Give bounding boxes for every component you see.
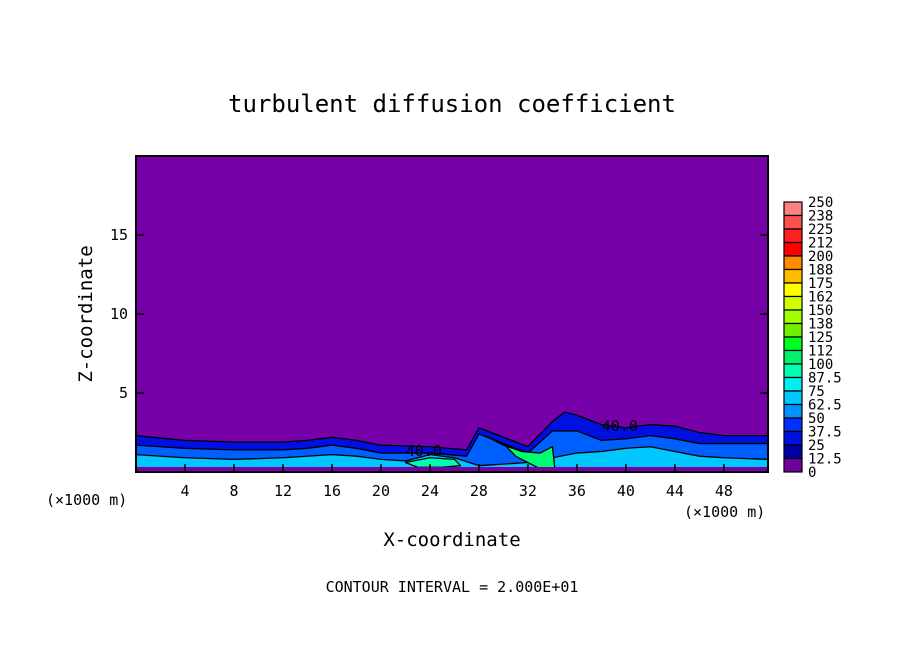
- x-tick-label: 16: [323, 482, 341, 500]
- colorbar-swatch: [783, 268, 803, 284]
- y-tick-label: 5: [119, 384, 128, 402]
- colorbar-label: 162: [808, 290, 833, 306]
- colorbar-label: 238: [808, 209, 833, 225]
- colorbar-swatch: [783, 214, 803, 230]
- x-tick-label: 4: [180, 482, 189, 500]
- colorbar-label: 175: [808, 276, 833, 292]
- x-axis: 4 8 12 16 20 24 28 32 36 40 44 48: [180, 464, 733, 500]
- x-tick-label: 40: [617, 482, 635, 500]
- colorbar-swatch: [783, 228, 803, 244]
- contour-labels: 40.0 40.0: [406, 417, 638, 460]
- colorbar-label: 150: [808, 303, 833, 319]
- colorbar-swatch: [783, 430, 803, 446]
- colorbar-swatch: [783, 282, 803, 298]
- colorbar-label: 12.5: [808, 452, 842, 468]
- colorbar-label: 188: [808, 263, 833, 279]
- colorbar-label: 212: [808, 236, 833, 252]
- x-tick-label: 24: [421, 482, 439, 500]
- x-tick-label: 32: [519, 482, 537, 500]
- colorbar-swatch: [783, 417, 803, 433]
- chart-title: turbulent diffusion coefficient: [228, 90, 676, 118]
- colorbar-label: 87.5: [808, 371, 842, 387]
- colorbar-label: 75: [808, 384, 825, 400]
- colorbar-label: 200: [808, 249, 833, 265]
- colorbar-label: 25: [808, 438, 825, 454]
- plot-area: [136, 156, 768, 472]
- colorbar-swatch: [783, 201, 803, 217]
- colorbar-label: 0: [808, 465, 816, 481]
- x-tick-label: 8: [229, 482, 238, 500]
- colorbar-label: 138: [808, 317, 833, 333]
- x-tick-label: 36: [568, 482, 586, 500]
- colorbar-swatch: [783, 349, 803, 365]
- colorbar-label: 250: [808, 195, 833, 211]
- colorbar-swatch: [783, 457, 803, 473]
- colorbar-label: 37.5: [808, 425, 842, 441]
- x-unit-label-right: (×1000 m): [684, 503, 765, 521]
- colorbar-label: 50: [808, 411, 825, 427]
- y-tick-label: 15: [110, 226, 128, 244]
- x-tick-label: 44: [666, 482, 684, 500]
- colorbar-swatch: [783, 255, 803, 271]
- colorbar-swatch: [783, 376, 803, 392]
- contour-label: 40.0: [406, 442, 442, 460]
- x-tick-label: 20: [372, 482, 390, 500]
- colorbar-label: 100: [808, 357, 833, 373]
- ground-layer: [136, 467, 768, 472]
- colorbar-label: 62.5: [808, 398, 842, 414]
- colorbar-swatch: [783, 322, 803, 338]
- contour-label: 40.0: [602, 417, 638, 435]
- x-unit-label-left: (×1000 m): [46, 491, 127, 509]
- colorbar-label: 125: [808, 330, 833, 346]
- colorbar-swatch: [783, 363, 803, 379]
- colorbar-swatch: [783, 336, 803, 352]
- contour-fields: [136, 411, 768, 472]
- x-tick-label: 12: [274, 482, 292, 500]
- x-tick-label: 48: [715, 482, 733, 500]
- colorbar-swatch: [783, 309, 803, 325]
- y-axis-label: Z-coordinate: [75, 245, 97, 382]
- colorbar-swatch: [783, 295, 803, 311]
- colorbar-swatch: [783, 444, 803, 460]
- y-tick-label: 10: [110, 305, 128, 323]
- contour-interval-note: CONTOUR INTERVAL = 2.000E+01: [326, 578, 579, 596]
- x-axis-label: X-coordinate: [383, 529, 520, 551]
- colorbar-swatch: [783, 390, 803, 406]
- colorbar-label: 225: [808, 222, 833, 238]
- colorbar: 2502382252122001881751621501381251121008…: [783, 195, 842, 481]
- y-axis: 5 10 15: [110, 226, 768, 402]
- x-tick-label: 28: [470, 482, 488, 500]
- colorbar-swatch: [783, 403, 803, 419]
- colorbar-label: 112: [808, 344, 833, 360]
- colorbar-swatch: [783, 241, 803, 257]
